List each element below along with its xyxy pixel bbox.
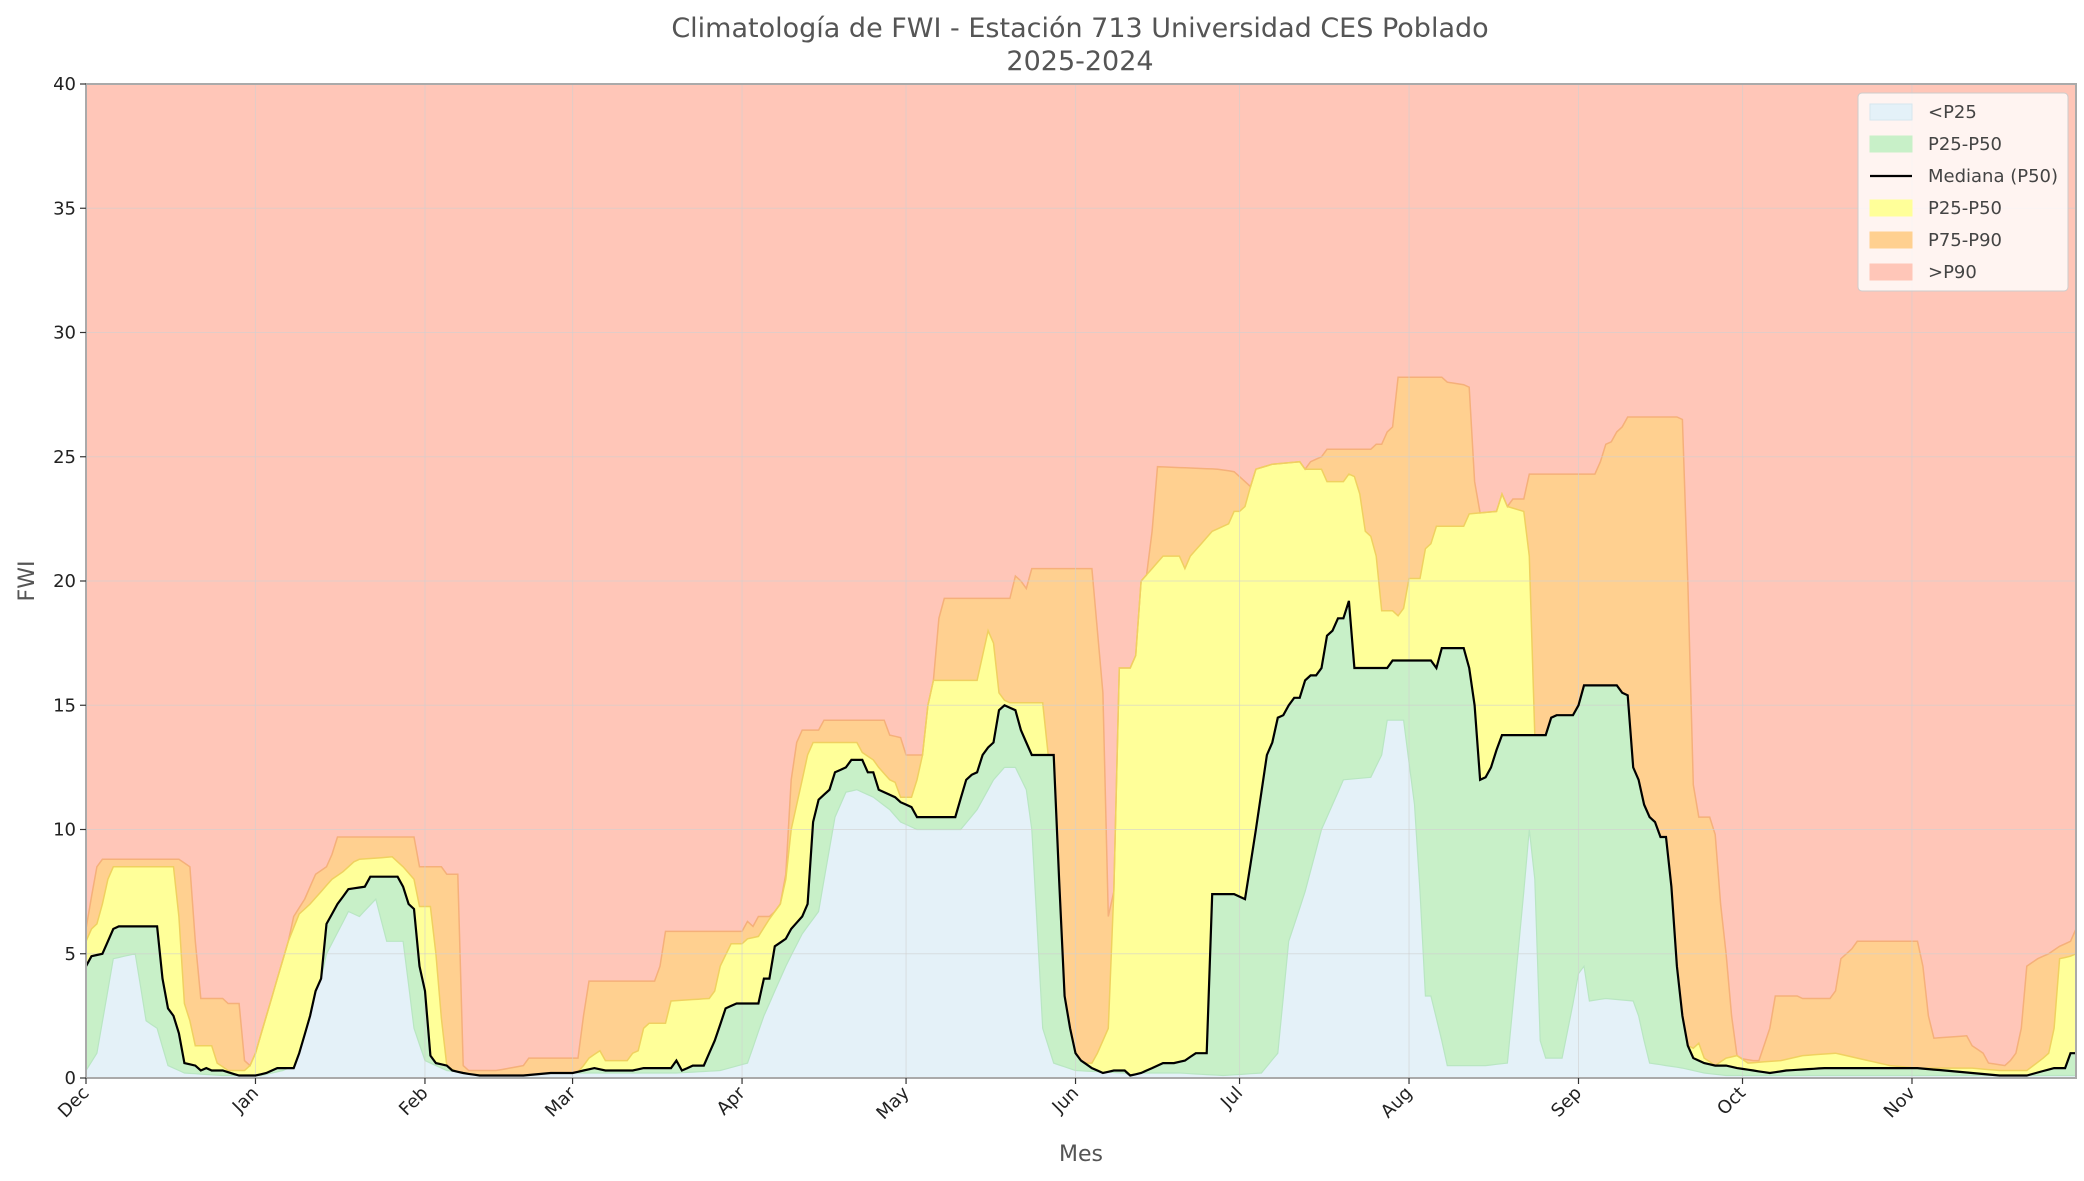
y-tick-label: 30 [53,323,76,344]
edge-p25 [85,719,2076,1077]
x-tick-label: Jun [1048,1083,1083,1118]
median-line [85,600,2076,1077]
legend: <P25 P25-P50 Mediana (P50) P25-P50 P75-P90 >P… [1857,92,2069,292]
x-tick-label: Apr [713,1082,750,1119]
legend-label-lt-p25: <P25 [1928,102,1977,123]
legend-swatch-p25-p50 [1869,135,1913,153]
band-p50-p75 [86,461,2076,1076]
legend-label-p25-p50: P25-P50 [1928,134,2002,155]
x-tick-label: Jan [228,1083,263,1118]
y-tick-label: 5 [65,944,76,965]
x-tick-label: Mar [541,1082,580,1121]
chart-title: Climatología de FWI - Estación 713 Unive… [671,13,1488,44]
x-axis-label: Mes [1059,1142,1103,1167]
y-tick-label: 35 [53,198,76,219]
y-tick-label: 20 [53,571,76,592]
x-tick-label: Oct [1713,1083,1750,1120]
legend-label-p75-p90: P75-P90 [1928,230,2002,251]
x-tick-label: Dec [54,1083,93,1122]
y-tick-label: 25 [53,447,76,468]
y-axis: 0 5 10 15 20 25 30 35 40 [53,74,86,1089]
plot-area [85,83,2077,1079]
x-axis: Dec Jan Feb Mar Apr May Jun Jul Aug Sep Oct Nov [54,1078,1920,1124]
y-tick-label: 0 [65,1068,76,1089]
y-tick-label: 10 [53,820,76,841]
x-tick-label: Jul [1216,1083,1247,1114]
chart-subtitle: 2025-2024 [1006,46,1153,77]
y-tick-label: 40 [53,74,76,95]
y-axis-label: FWI [15,561,40,602]
legend-label-gt-p90: >P90 [1928,262,1977,283]
legend-label-median: Mediana (P50) [1928,166,2058,187]
legend-label-p50-p75: P25-P50 [1928,198,2002,219]
x-tick-label: Nov [1880,1082,1920,1122]
x-tick-label: Sep [1547,1083,1586,1122]
edge-p90 [85,376,2077,1072]
legend-swatch-gt-p90 [1869,263,1913,281]
legend-swatch-p50-p75 [1869,199,1913,217]
legend-swatch-p75-p90 [1869,231,1913,249]
x-tick-label: Aug [1377,1083,1417,1123]
legend-swatch-lt-p25 [1869,103,1913,121]
x-tick-label: May [872,1082,913,1123]
y-tick-label: 15 [53,695,76,716]
x-tick-label: Feb [395,1083,432,1120]
